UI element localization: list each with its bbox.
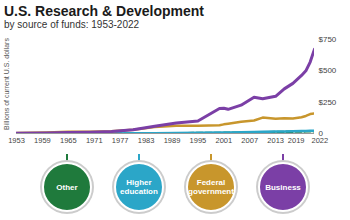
svg-text:1959: 1959: [34, 136, 51, 145]
svg-text:$750: $750: [319, 35, 337, 44]
svg-text:1971: 1971: [86, 136, 103, 145]
svg-text:2001: 2001: [215, 136, 232, 145]
svg-text:$500: $500: [319, 66, 337, 75]
svg-text:1995: 1995: [190, 136, 207, 145]
html-text:Other: Other: [56, 182, 78, 192]
html-text:Billions of current U.S. dolla: Billions of current U.S. dollars: [3, 38, 10, 130]
svg-text:2022: 2022: [312, 136, 329, 145]
svg-text:1989: 1989: [164, 136, 181, 145]
svg-text:1977: 1977: [112, 136, 129, 145]
html-text:U.S. Research & Development: U.S. Research & Development: [4, 3, 204, 19]
svg-text:1953: 1953: [8, 136, 25, 145]
html-text:Federal government: Federal government: [188, 178, 234, 196]
svg-text:1965: 1965: [60, 136, 77, 145]
svg-text:2013: 2013: [267, 136, 284, 145]
svg-text:0: 0: [318, 129, 323, 139]
svg-text:2007: 2007: [241, 136, 258, 145]
svg-text:1983: 1983: [138, 136, 155, 145]
html-text:by source of funds: 1953-2022: by source of funds: 1953-2022: [4, 19, 140, 30]
svg-text:2019: 2019: [288, 136, 305, 145]
html-text:Higher education: Higher education: [120, 178, 158, 196]
html-text:Business: Business: [265, 182, 301, 192]
svg-text:$250: $250: [319, 98, 337, 107]
